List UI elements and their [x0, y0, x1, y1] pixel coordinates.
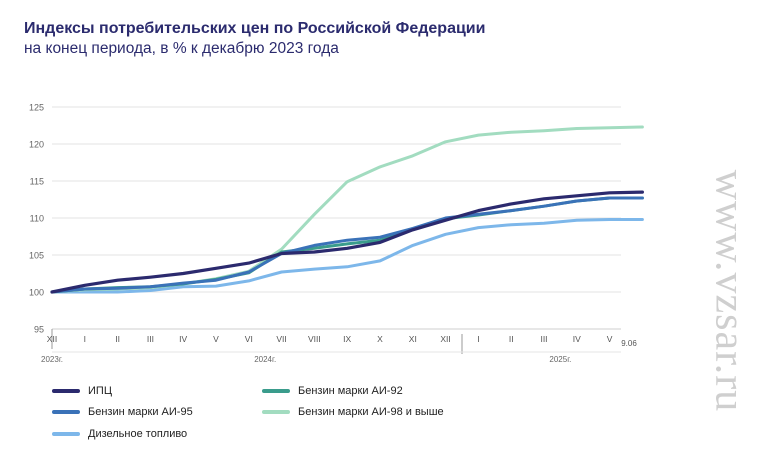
legend-item-diesel: Дизельное топливо: [52, 427, 187, 441]
legend-swatch-diesel: [52, 432, 80, 436]
legend-item-cpi: ИПЦ: [52, 384, 112, 398]
legend-item-ai95: Бензин марки АИ-95: [52, 405, 193, 419]
axes: [51, 328, 621, 354]
x-tick-label-17: V: [607, 334, 613, 344]
x-tick-label-11: XI: [409, 334, 417, 344]
y-tick-label-100: 100: [29, 288, 44, 298]
y-tick-label-110: 110: [30, 214, 44, 224]
legend-label-cpi: ИПЦ: [88, 385, 112, 397]
year-label-2: 2025г.: [549, 355, 571, 364]
chart-subtitle: на конец периода, в % к декабрю 2023 год…: [24, 40, 339, 57]
x-tick-label-1: I: [84, 334, 86, 344]
x-tick-label-15: III: [540, 334, 547, 344]
x-tick-label-10: X: [377, 334, 383, 344]
grid-lines: [52, 106, 621, 330]
x-tick-label-7: VII: [276, 334, 286, 344]
legend-swatch-ai98: [262, 410, 290, 414]
x-tick-label-13: I: [477, 334, 479, 344]
x-tick-label-9: IX: [343, 334, 351, 344]
x-tick-label-5: V: [213, 334, 219, 344]
x-tick-label-3: III: [147, 334, 154, 344]
y-tick-label-105: 105: [29, 251, 44, 261]
x-tick-label-2: II: [115, 334, 120, 344]
x-tick-label-12: XII: [440, 334, 450, 344]
x-tick-label-4: IV: [179, 334, 187, 344]
series-line-0: [50, 190, 645, 294]
watermark-text: www.vzsar.ru: [706, 170, 752, 413]
x-tick-label-14: II: [509, 334, 514, 344]
legend-swatch-ai92: [262, 389, 290, 393]
legend-swatch-ai95: [52, 410, 80, 414]
legend-label-ai92: Бензин марки АИ-92: [298, 385, 403, 397]
series-line-2: [50, 196, 644, 294]
series-lines: [50, 125, 645, 294]
y-tick-label-95: 95: [34, 325, 44, 335]
series-line-4: [50, 218, 644, 294]
watermark: www.vzsar.ru: [706, 170, 752, 413]
legend-label-ai98: Бензин марки АИ-98 и выше: [298, 406, 444, 418]
y-tick-label-120: 120: [29, 140, 44, 150]
year-label-0: 2023г.: [41, 355, 63, 364]
x-tick-label-8: VIII: [308, 334, 321, 344]
legend-item-ai92: Бензин марки АИ-92: [262, 384, 403, 398]
x-tick-label-0: XII: [47, 334, 57, 344]
y-tick-label-125: 125: [29, 103, 44, 113]
x-tick-label-18: 9.06: [621, 339, 637, 348]
x-tick-label-16: IV: [573, 334, 581, 344]
legend-label-ai95: Бензин марки АИ-95: [88, 406, 193, 418]
chart-title: Индексы потребительских цен по Российско…: [24, 20, 486, 37]
legend-label-diesel: Дизельное топливо: [88, 428, 188, 440]
x-tick-label-6: VI: [245, 334, 253, 344]
legend-item-ai98: Бензин марки АИ-98 и выше: [262, 405, 444, 419]
legend-swatch-cpi: [52, 389, 80, 393]
y-tick-label-115: 115: [30, 177, 44, 187]
year-label-1: 2024г.: [254, 355, 276, 364]
